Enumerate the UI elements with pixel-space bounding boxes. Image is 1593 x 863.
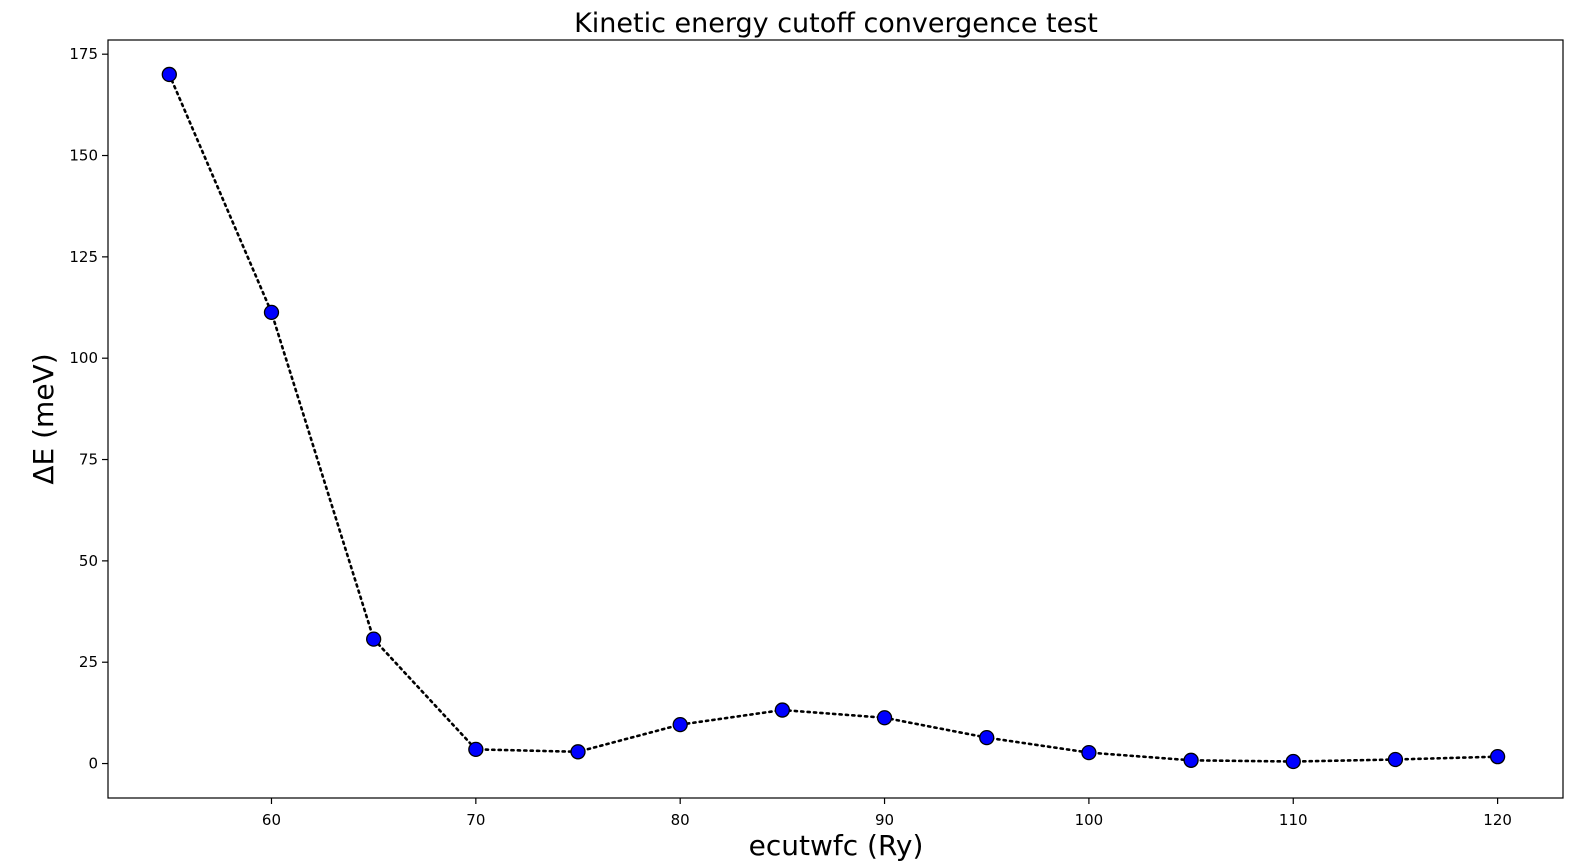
data-point bbox=[1081, 744, 1097, 761]
y-tick-label: 125 bbox=[69, 248, 98, 266]
x-axis-ticks: 60 70 80 90 100 110 120 bbox=[262, 798, 1512, 829]
x-tick-label: 100 bbox=[1075, 811, 1104, 829]
data-point bbox=[1183, 752, 1199, 768]
x-tick-label: 120 bbox=[1483, 811, 1512, 829]
data-point bbox=[774, 702, 791, 718]
x-tick-label: 60 bbox=[262, 811, 281, 829]
data-point bbox=[979, 729, 995, 746]
y-tick-label: 25 bbox=[79, 653, 98, 671]
x-tick-label: 80 bbox=[671, 811, 690, 829]
data-point bbox=[161, 66, 177, 83]
data-point bbox=[570, 744, 586, 760]
series-line bbox=[168, 73, 1499, 763]
data-point bbox=[1387, 751, 1404, 768]
data-point bbox=[876, 710, 893, 726]
plot-area-frame bbox=[107, 39, 1564, 799]
y-axis-ticks: 0 25 50 75 100 125 150 175 bbox=[69, 45, 108, 773]
data-point bbox=[263, 304, 280, 321]
y-tick-label: 75 bbox=[79, 451, 98, 469]
y-tick-label: 175 bbox=[69, 45, 98, 63]
data-point bbox=[468, 741, 484, 758]
y-tick-label: 150 bbox=[69, 147, 98, 165]
y-tick-label: 0 bbox=[88, 755, 98, 773]
data-point bbox=[672, 716, 688, 733]
x-tick-label: 90 bbox=[875, 811, 894, 829]
data-point bbox=[1489, 749, 1506, 765]
chart-title: Kinetic energy cutoff convergence test bbox=[574, 8, 1098, 39]
y-tick-label: 100 bbox=[69, 349, 98, 367]
x-tick-label: 110 bbox=[1279, 811, 1308, 829]
series-group bbox=[161, 66, 1506, 770]
x-tick-label: 70 bbox=[466, 811, 485, 829]
data-point bbox=[366, 631, 382, 647]
data-point bbox=[1285, 753, 1301, 770]
y-tick-label: 50 bbox=[79, 552, 98, 570]
x-axis-label: ecutwfc (Ry) bbox=[749, 829, 924, 862]
y-axis-label: ΔE (meV) bbox=[27, 353, 60, 484]
